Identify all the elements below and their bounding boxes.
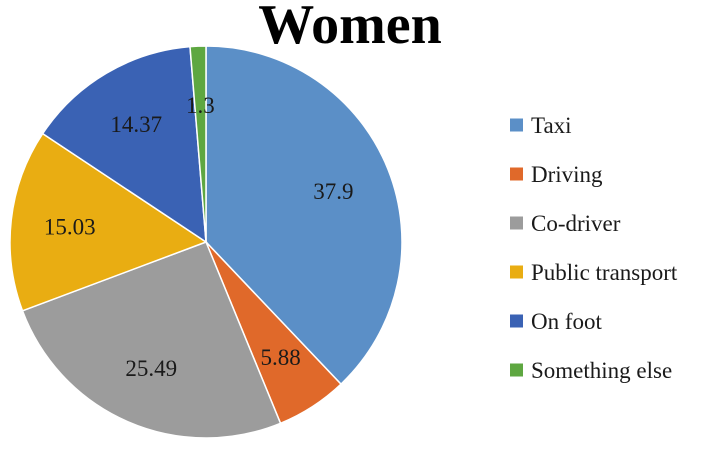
data-label-on-foot: 14.37 <box>110 112 162 137</box>
pie-slice-taxi <box>205 45 403 386</box>
legend-item-on-foot: On foot <box>510 309 603 334</box>
pie-slice-public-transport <box>9 132 208 312</box>
legend-swatch-on-foot <box>510 314 523 328</box>
data-label-taxi: 37.9 <box>313 179 353 204</box>
pie-slice-something-else <box>189 45 207 243</box>
legend-label-on-foot: On foot <box>531 309 603 334</box>
pie-slice-co-driver <box>21 241 282 439</box>
legend-item-public-transport: Public transport <box>510 260 678 285</box>
legend-swatch-public-transport <box>510 265 523 279</box>
pie-slices <box>9 45 403 439</box>
data-label-public-transport: 15.03 <box>44 214 96 239</box>
legend-swatch-taxi <box>510 118 523 132</box>
legend-item-taxi: Taxi <box>510 113 572 138</box>
data-label-driving: 5.88 <box>260 345 300 370</box>
legend-label-taxi: Taxi <box>531 113 572 138</box>
legend-item-driving: Driving <box>510 162 603 187</box>
data-label-co-driver: 25.49 <box>125 356 177 381</box>
pie-slice-on-foot <box>41 45 207 244</box>
legend: Taxi Driving Co-driver Public transport On f… <box>510 113 678 383</box>
chart-title: Women <box>258 0 442 56</box>
legend-swatch-something-else <box>510 363 523 377</box>
legend-item-something-else: Something else <box>510 358 672 383</box>
legend-item-co-driver: Co-driver <box>510 211 621 236</box>
legend-label-something-else: Something else <box>531 358 672 383</box>
data-label-something-else: 1.3 <box>186 93 215 118</box>
legend-label-co-driver: Co-driver <box>531 211 621 236</box>
legend-label-public-transport: Public transport <box>531 260 678 285</box>
legend-swatch-co-driver <box>510 216 523 230</box>
legend-swatch-driving <box>510 167 523 181</box>
data-labels: 37.9 5.88 25.49 15.03 14.37 1.3 <box>44 93 354 381</box>
legend-label-driving: Driving <box>531 162 603 187</box>
